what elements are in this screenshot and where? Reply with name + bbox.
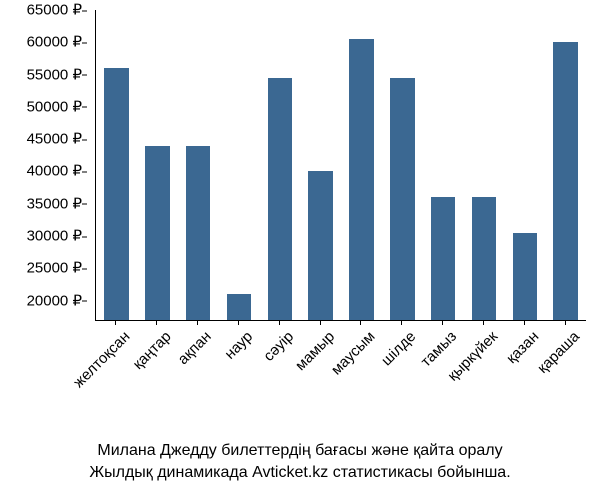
y-tick-label: 45000 ₽ — [27, 132, 82, 147]
y-axis: 20000 ₽ 25000 ₽ 30000 ₽ 35000 ₽ 40000 ₽ 45000… — [0, 10, 92, 320]
bar — [390, 78, 415, 320]
x-tick-label: қаңтар — [129, 328, 174, 373]
x-tick-label: қараша — [534, 328, 583, 377]
x-tick-label: ақпан — [175, 328, 215, 368]
bar — [513, 233, 538, 320]
bar — [553, 42, 578, 320]
y-tick-label: 30000 ₽ — [27, 229, 82, 244]
bar — [227, 294, 252, 320]
x-tick-label: наур — [221, 328, 256, 363]
y-tick-label: 65000 ₽ — [27, 3, 82, 18]
caption-line-1: Милана Джедду билеттердің бағасы және қа… — [97, 442, 502, 459]
bar — [104, 68, 129, 320]
bar — [145, 146, 170, 320]
y-tick-label: 20000 ₽ — [27, 293, 82, 308]
price-chart: 20000 ₽ 25000 ₽ 30000 ₽ 35000 ₽ 40000 ₽ 45000… — [0, 0, 600, 500]
x-tick-label: сәуір — [260, 328, 297, 365]
y-tick-label: 50000 ₽ — [27, 99, 82, 114]
y-tick-label: 60000 ₽ — [27, 35, 82, 50]
bar — [308, 171, 333, 320]
y-tick-label: 55000 ₽ — [27, 67, 82, 82]
x-axis: желтоқсанқаңтарақпаннаурсәуірмамырмаусым… — [95, 320, 585, 440]
plot-area — [95, 10, 586, 321]
bar — [186, 146, 211, 320]
bar — [472, 197, 497, 320]
x-tick-label: шілде — [378, 328, 419, 369]
x-tick-label: желтоқсан — [70, 328, 133, 391]
y-tick-label: 25000 ₽ — [27, 261, 82, 276]
x-tick-label: маусым — [328, 328, 379, 379]
chart-caption: Милана Джедду билеттердің бағасы және қа… — [0, 440, 600, 485]
bar — [431, 197, 456, 320]
bar — [349, 39, 374, 320]
y-tick-label: 35000 ₽ — [27, 196, 82, 211]
caption-line-2: Жылдық динамикада Avticket.kz статистика… — [89, 464, 510, 481]
bar — [268, 78, 293, 320]
y-tick-label: 40000 ₽ — [27, 164, 82, 179]
